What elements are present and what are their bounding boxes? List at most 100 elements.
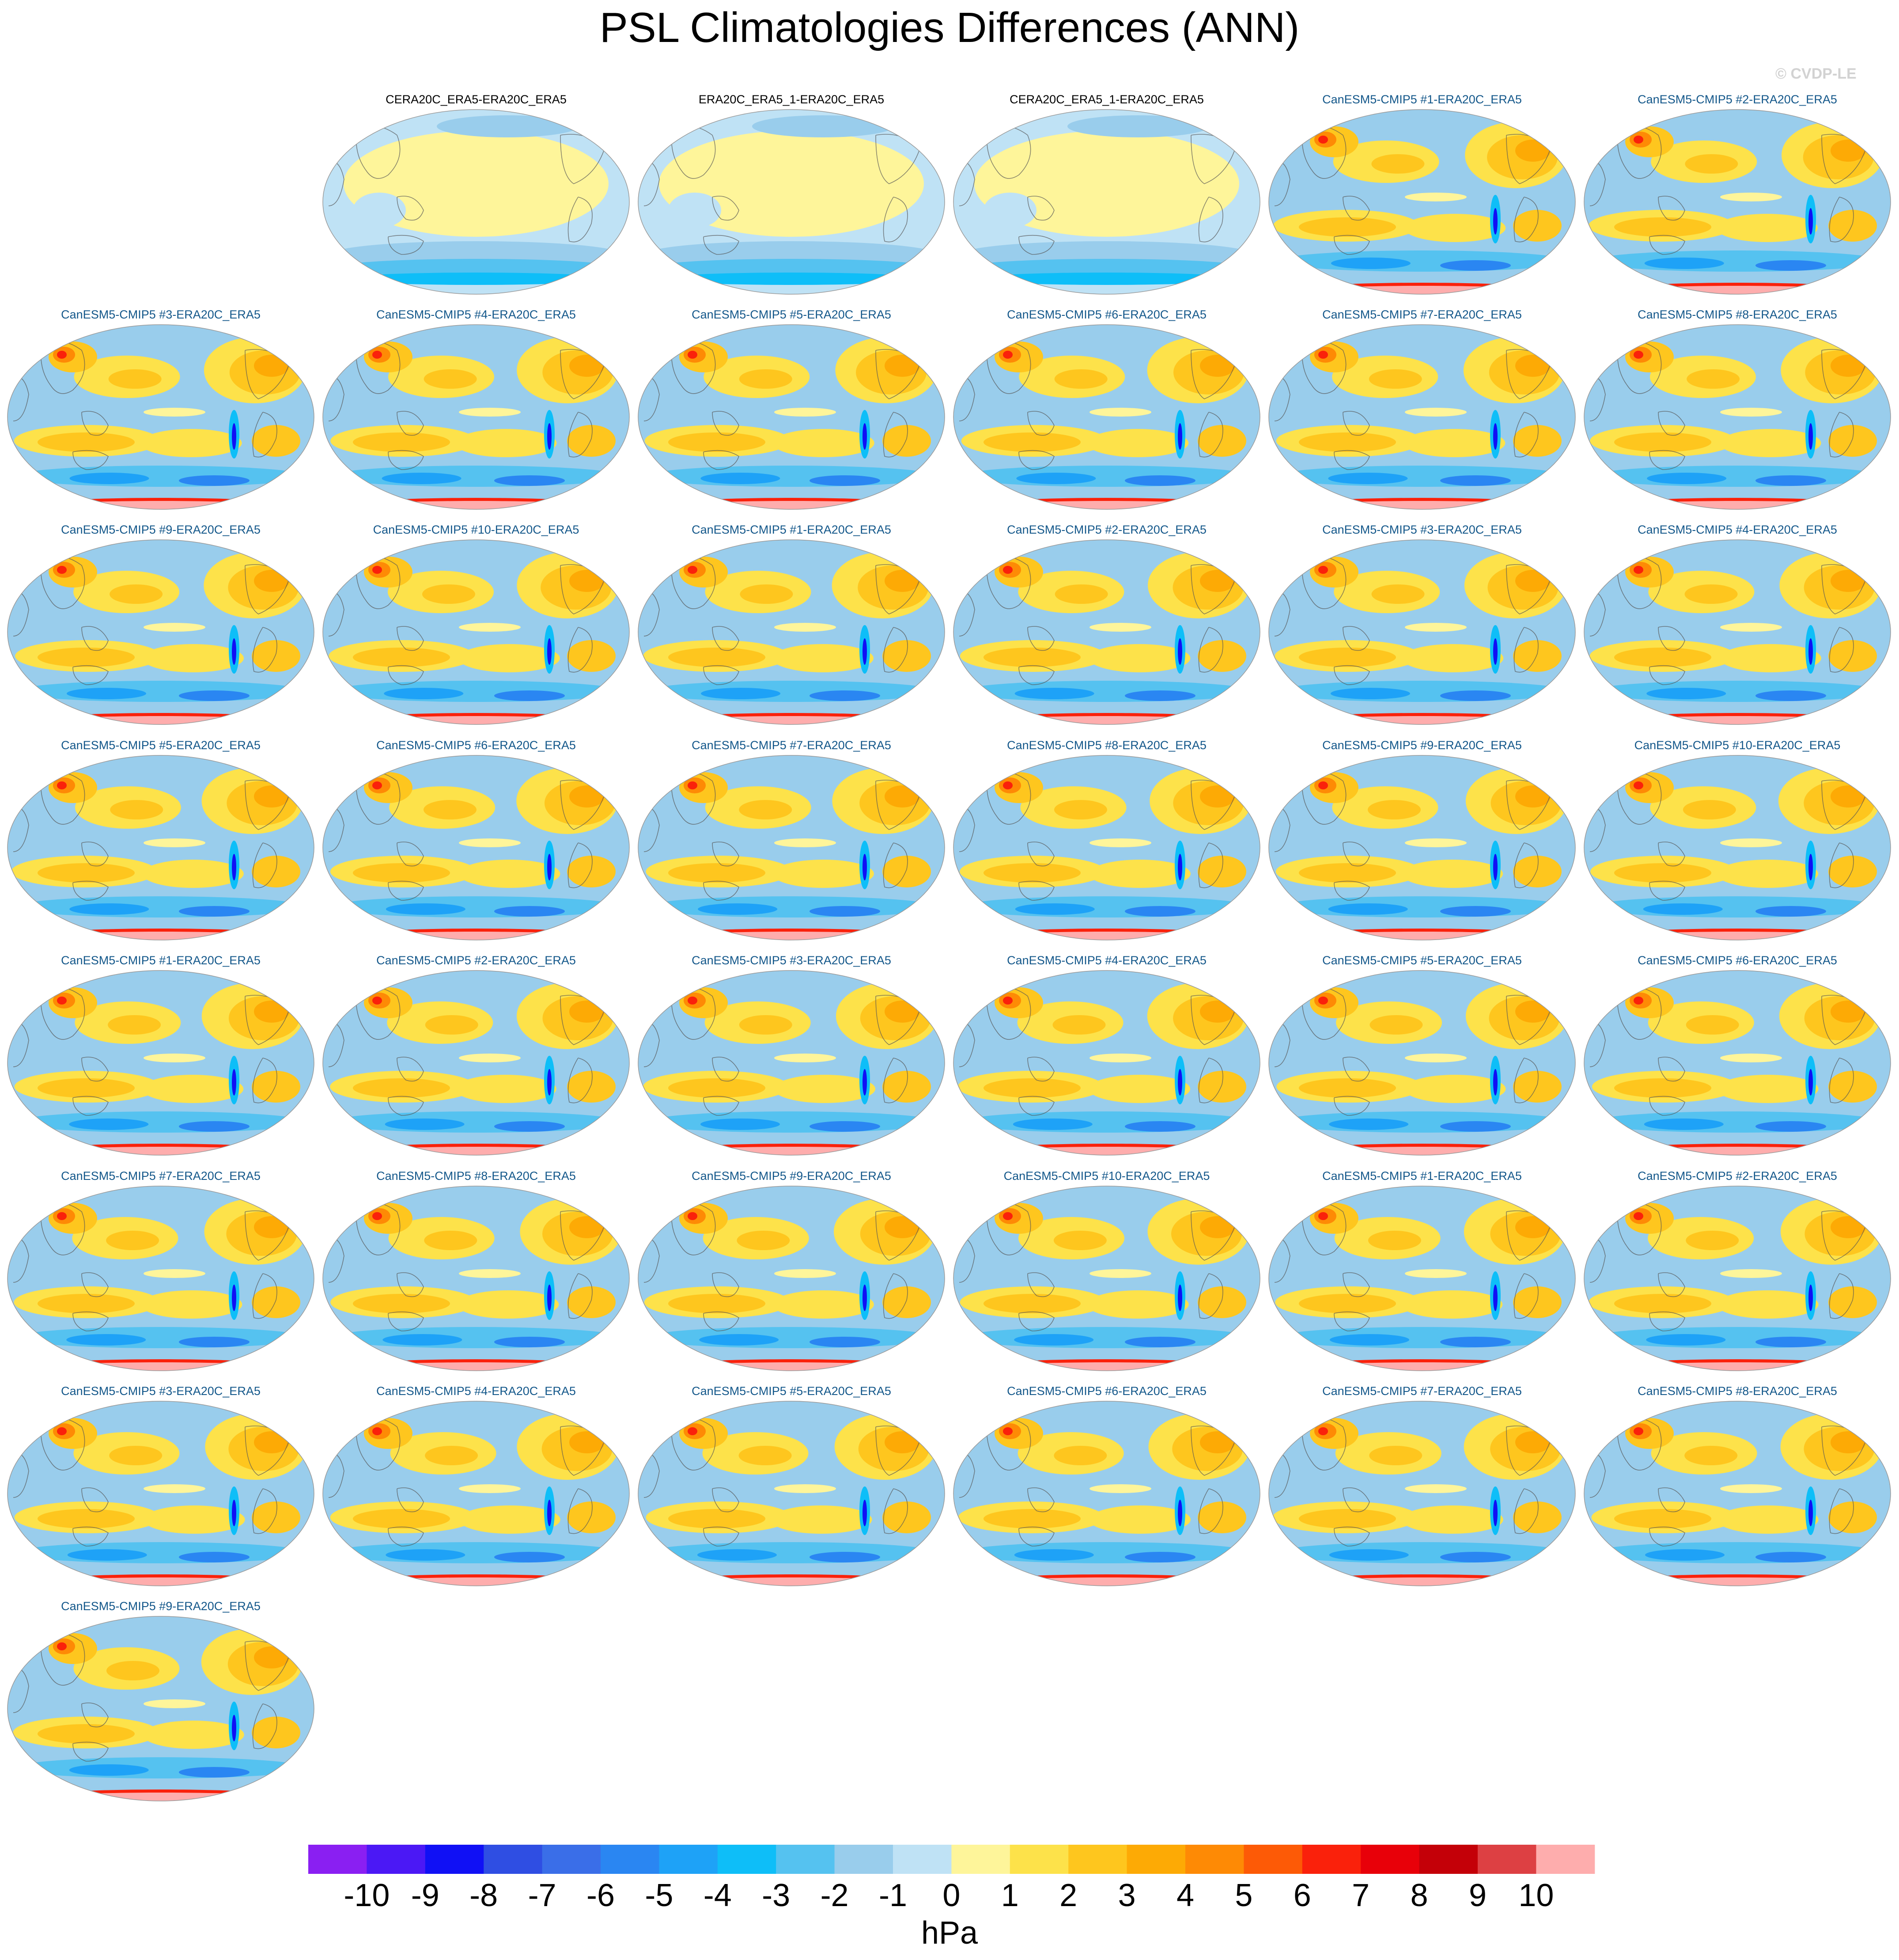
coastline — [986, 1416, 1031, 1471]
coastline — [1334, 1311, 1370, 1331]
field-contour — [38, 432, 135, 452]
field-contour — [1755, 906, 1826, 917]
field-contour — [494, 1552, 565, 1562]
panel-map — [953, 109, 1260, 295]
field-contour — [984, 1078, 1081, 1098]
field-contour — [1513, 640, 1562, 672]
field-contour — [1808, 1069, 1813, 1096]
field-contour — [106, 1231, 159, 1250]
field-contour — [1720, 623, 1782, 632]
field-contour — [1328, 473, 1408, 484]
coastline — [567, 1273, 593, 1319]
field-contour — [459, 838, 521, 847]
colorbar-tick-label: -6 — [586, 1878, 615, 1913]
field-contour — [882, 640, 931, 672]
colorbar-tick-label: -7 — [528, 1878, 556, 1913]
coastline — [1018, 1311, 1055, 1331]
panel-map — [953, 970, 1260, 1156]
panel-map — [1268, 324, 1576, 510]
panel-title: CanESM5-CMIP5 #1-ERA20C_ERA5 — [692, 523, 891, 536]
coastline — [567, 197, 593, 243]
field-contour — [1054, 800, 1107, 819]
field-contour — [1405, 838, 1467, 847]
map-border — [638, 1186, 945, 1371]
field-contour — [885, 1001, 920, 1023]
field-contour — [1717, 1290, 1819, 1319]
coastline — [1018, 450, 1055, 470]
field-contour — [974, 273, 1239, 285]
map-border — [1268, 324, 1576, 510]
field-contour — [1404, 1075, 1506, 1103]
field-contour — [372, 351, 382, 359]
field-contour — [739, 1015, 792, 1035]
panel-title: CanESM5-CMIP5 #4-ERA20C_ERA5 — [376, 308, 576, 321]
map-border — [1584, 755, 1891, 940]
panel-map — [1584, 1186, 1891, 1371]
colorbar-tick-label: 3 — [1118, 1878, 1136, 1913]
field-contour — [810, 1337, 880, 1347]
colorbar-bin — [717, 1845, 776, 1874]
field-contour — [142, 860, 244, 888]
field-contour — [353, 1078, 450, 1098]
field-contour — [668, 193, 721, 228]
panel-map — [7, 324, 314, 510]
field-contour — [862, 423, 867, 450]
map-border — [1268, 539, 1576, 725]
field-contour — [254, 1001, 289, 1023]
panel-map — [638, 1401, 945, 1586]
coastline — [1829, 197, 1854, 243]
field-contour — [668, 1078, 765, 1098]
field-contour — [567, 425, 616, 457]
map-border — [7, 539, 314, 725]
coastline — [40, 555, 85, 609]
field-contour — [567, 1286, 616, 1318]
field-contour — [668, 432, 765, 452]
coastline — [40, 1631, 85, 1686]
colorbar-tick-label: 10 — [1518, 1878, 1554, 1913]
coastline — [252, 1703, 277, 1749]
panel-title: CanESM5-CMIP5 #9-ERA20C_ERA5 — [61, 523, 261, 536]
field-contour — [567, 640, 616, 672]
field-contour — [984, 648, 1081, 667]
coastline — [40, 770, 85, 825]
field-contour — [688, 997, 697, 1005]
map-border — [7, 1616, 314, 1801]
field-contour — [885, 1431, 920, 1453]
panel-map — [322, 1401, 630, 1586]
panel-title: CanESM5-CMIP5 #8-ERA20C_ERA5 — [376, 1169, 576, 1183]
coastline — [986, 340, 1031, 394]
field-contour — [254, 1646, 289, 1668]
colorbar-bin — [1478, 1845, 1536, 1874]
field-contour — [740, 584, 793, 604]
field-contour — [547, 1069, 552, 1096]
field-contour — [1402, 644, 1504, 672]
field-contour — [252, 425, 300, 457]
field-contour — [179, 1121, 250, 1132]
field-contour — [1003, 781, 1013, 789]
field-contour — [547, 1285, 552, 1311]
field-contour — [252, 1717, 300, 1748]
field-contour — [494, 1337, 565, 1347]
panel-map — [322, 324, 630, 510]
field-contour — [1405, 1484, 1467, 1493]
field-contour — [57, 566, 67, 574]
field-contour — [335, 259, 617, 277]
field-contour — [1330, 688, 1410, 699]
field-contour — [1178, 1069, 1182, 1096]
field-contour — [1200, 1001, 1235, 1023]
field-contour — [232, 423, 236, 450]
field-contour — [1828, 856, 1877, 887]
map-border — [322, 970, 630, 1156]
panel-title: CanESM5-CMIP5 #2-ERA20C_ERA5 — [1638, 1169, 1837, 1183]
colorbar-tick-label: -10 — [344, 1878, 390, 1913]
field-contour — [422, 584, 475, 604]
coastline — [1658, 1272, 1685, 1297]
field-contour — [1513, 1071, 1562, 1103]
field-contour — [1614, 1294, 1711, 1313]
field-contour — [57, 997, 67, 1005]
field-contour — [1831, 140, 1866, 162]
coastline — [72, 1311, 109, 1331]
coastline — [1649, 1311, 1685, 1331]
colorbar-tick-label: -8 — [469, 1878, 498, 1913]
coastline — [1658, 1057, 1685, 1082]
